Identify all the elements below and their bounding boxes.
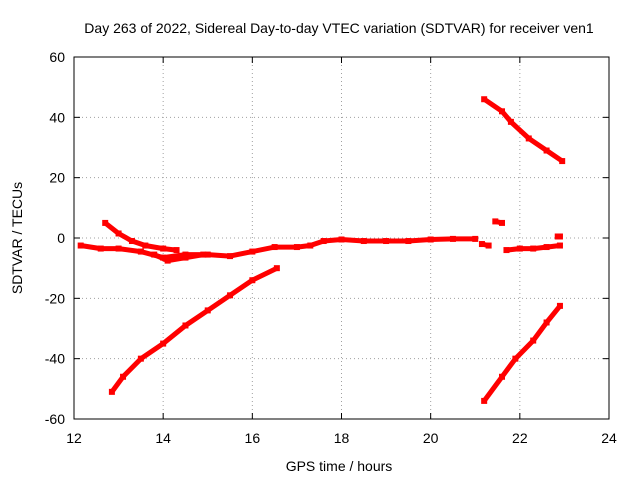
data-point: [543, 147, 550, 154]
data-point: [472, 235, 479, 242]
x-tick-label: 20: [423, 430, 439, 446]
data-point: [142, 242, 149, 249]
y-tick-label: 40: [49, 109, 65, 125]
series-track-late-segments: [478, 218, 563, 249]
data-point: [227, 253, 234, 260]
y-tick-label: 20: [49, 170, 65, 186]
data-point: [543, 319, 550, 326]
y-tick-label: -60: [45, 411, 65, 427]
data-point: [481, 397, 488, 404]
data-point: [271, 244, 278, 251]
data-point: [449, 235, 456, 242]
series-track-late-near-zero: [503, 242, 563, 254]
data-point: [307, 242, 314, 249]
x-axis-label: GPS time / hours: [286, 458, 393, 474]
data-point: [516, 245, 523, 252]
data-point: [160, 245, 167, 252]
data-point: [115, 230, 122, 237]
data-point: [499, 373, 505, 380]
data-point: [320, 238, 327, 245]
data-point: [128, 238, 135, 245]
y-tick-label: 60: [49, 49, 65, 65]
data-point: [512, 355, 519, 362]
data-point: [492, 218, 499, 225]
data-point: [360, 238, 367, 245]
data-point: [556, 302, 563, 309]
data-point: [293, 244, 300, 251]
data-point: [137, 355, 144, 362]
data-point: [120, 373, 127, 380]
x-tick-label: 24: [601, 430, 617, 446]
data-point: [200, 251, 207, 258]
series-line: [78, 236, 478, 261]
plot-frame: [73, 56, 610, 420]
series-track-descending-short: [151, 251, 207, 264]
data-point: [525, 135, 532, 142]
data-point: [383, 238, 390, 245]
data-point: [507, 118, 514, 125]
data-point: [102, 219, 109, 226]
data-point: [530, 245, 537, 252]
series-line: [151, 252, 206, 264]
data-point: [499, 108, 505, 115]
data-point: [164, 257, 171, 264]
data-point: [204, 251, 211, 258]
data-point: [556, 233, 563, 240]
data-point: [530, 337, 537, 344]
data-point: [405, 238, 412, 245]
data-point: [249, 248, 256, 255]
data-point: [481, 96, 488, 103]
data-point: [151, 251, 158, 258]
data-point: [108, 388, 115, 395]
data-point: [543, 244, 550, 251]
data-point: [503, 247, 510, 254]
data-point: [182, 322, 189, 329]
x-tick-label: 14: [155, 430, 171, 446]
series-track-high-falling: [481, 96, 566, 165]
data-points: [77, 96, 566, 404]
data-point: [273, 265, 280, 272]
data-point: [338, 236, 345, 243]
data-point: [97, 245, 104, 252]
chart-title: Day 263 of 2022, Sidereal Day-to-day VTE…: [84, 20, 594, 36]
y-tick-label: 0: [57, 230, 65, 246]
data-point: [249, 277, 256, 284]
data-point: [556, 242, 563, 249]
data-point: [115, 245, 122, 252]
series-track-decaying-arc: [102, 219, 180, 254]
axis-ticks: 12 14 16 18 20 22 24 -60 -40 -20 0 20 40 60: [45, 49, 617, 446]
data-point: [499, 219, 505, 226]
y-axis-label: SDTVAR / TECUs: [9, 182, 25, 294]
y-tick-label: -20: [45, 290, 65, 306]
data-point: [559, 158, 566, 165]
x-tick-label: 12: [66, 430, 82, 446]
series-track-low-rising: [481, 302, 563, 404]
data-point: [485, 242, 492, 249]
data-point: [227, 292, 234, 299]
data-point: [182, 254, 189, 261]
data-point: [137, 248, 144, 255]
data-point: [160, 340, 167, 347]
data-point: [478, 241, 485, 248]
y-tick-label: -40: [45, 351, 65, 367]
x-tick-label: 22: [512, 430, 528, 446]
series-track-rising-arc: [108, 265, 280, 395]
data-point: [77, 242, 84, 249]
data-point: [204, 307, 211, 314]
series-track-main-near-zero: [77, 235, 479, 261]
data-point: [182, 251, 189, 258]
x-tick-label: 18: [334, 430, 350, 446]
data-point: [173, 247, 180, 254]
data-point: [427, 236, 434, 243]
x-tick-label: 16: [245, 430, 261, 446]
